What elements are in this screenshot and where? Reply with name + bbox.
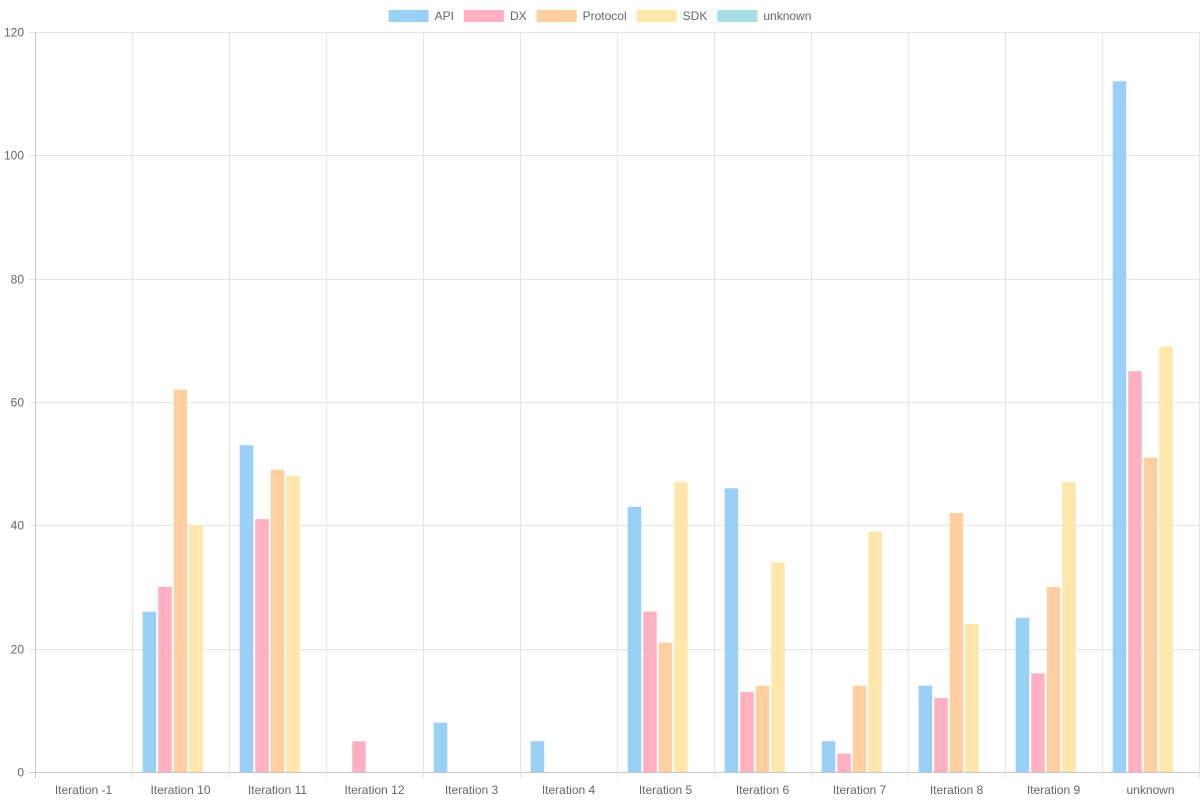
bar-api[interactable]: [1015, 617, 1030, 772]
y-tick-label: 0: [17, 766, 24, 780]
bar-sdk[interactable]: [189, 525, 203, 772]
bar-sdk[interactable]: [771, 562, 785, 772]
legend-swatch[interactable]: [536, 10, 577, 22]
x-tick-label: Iteration -1: [55, 783, 113, 797]
bar-protocol[interactable]: [1143, 457, 1158, 773]
bar-api[interactable]: [530, 741, 545, 772]
bar-dx[interactable]: [740, 691, 754, 772]
x-tick-label: Iteration 7: [833, 783, 887, 797]
bar-protocol[interactable]: [270, 469, 285, 772]
bar-dx[interactable]: [352, 741, 366, 772]
x-tick-label: Iteration 8: [930, 783, 984, 797]
bar-api[interactable]: [142, 611, 157, 772]
legend-label[interactable]: DX: [510, 9, 527, 23]
bar-api[interactable]: [433, 722, 448, 772]
bar-api[interactable]: [1112, 81, 1127, 773]
bar-protocol[interactable]: [852, 685, 867, 772]
bar-sdk[interactable]: [1062, 482, 1076, 772]
y-tick-label: 120: [4, 26, 24, 40]
legend-label[interactable]: Protocol: [583, 9, 627, 23]
axes: 0 20 40 60 80 100 120 Iteration -1 Iteration 10 I…: [4, 26, 1175, 798]
bar-dx[interactable]: [1128, 371, 1142, 772]
y-tick-label: 60: [11, 396, 25, 410]
bar-api[interactable]: [239, 445, 254, 772]
legend-label[interactable]: SDK: [683, 9, 708, 23]
bar-sdk[interactable]: [1159, 346, 1173, 773]
x-tick-label: Iteration 4: [542, 783, 596, 797]
bar-protocol[interactable]: [658, 642, 673, 773]
bars: [142, 81, 1173, 773]
legend-swatch[interactable]: [388, 10, 429, 22]
bar-sdk[interactable]: [965, 624, 979, 772]
y-tick-label: 80: [11, 273, 25, 287]
x-tick-label: Iteration 10: [150, 783, 210, 797]
bar-dx[interactable]: [934, 698, 948, 772]
bar-api[interactable]: [918, 685, 933, 772]
bar-api[interactable]: [821, 741, 836, 772]
bar-protocol[interactable]: [173, 389, 188, 772]
bar-dx[interactable]: [158, 587, 172, 772]
bar-protocol[interactable]: [1046, 587, 1061, 772]
x-tick-label: Iteration 3: [445, 783, 499, 797]
y-tick-label: 100: [4, 149, 24, 163]
bar-dx[interactable]: [643, 611, 657, 772]
legend-swatch[interactable]: [717, 10, 758, 22]
legend-swatch[interactable]: [463, 10, 504, 22]
y-tick-label: 40: [11, 519, 25, 533]
bar-api[interactable]: [627, 506, 642, 772]
y-tick-label: 20: [11, 643, 25, 657]
bar-dx[interactable]: [255, 519, 269, 772]
bar-dx[interactable]: [1031, 673, 1045, 772]
bar-api[interactable]: [724, 488, 739, 772]
x-tick-label: Iteration 11: [248, 783, 307, 797]
legend-swatch[interactable]: [636, 10, 677, 22]
legend-label[interactable]: unknown: [763, 9, 811, 23]
x-tick-label: Iteration 5: [639, 783, 693, 797]
bar-protocol[interactable]: [949, 513, 964, 772]
bar-dx[interactable]: [837, 753, 851, 773]
bar-sdk[interactable]: [674, 482, 688, 772]
x-tick-label: unknown: [1126, 783, 1174, 797]
grid-lines: [29, 32, 1200, 778]
x-tick-label: Iteration 6: [736, 783, 790, 797]
legend[interactable]: API DX Protocol SDK unknown: [388, 9, 812, 23]
bar-protocol[interactable]: [755, 685, 770, 772]
x-tick-label: Iteration 9: [1027, 783, 1081, 797]
legend-label[interactable]: API: [435, 9, 454, 23]
bar-sdk[interactable]: [868, 531, 882, 773]
x-tick-label: Iteration 12: [344, 783, 404, 797]
bar-sdk[interactable]: [286, 476, 300, 772]
